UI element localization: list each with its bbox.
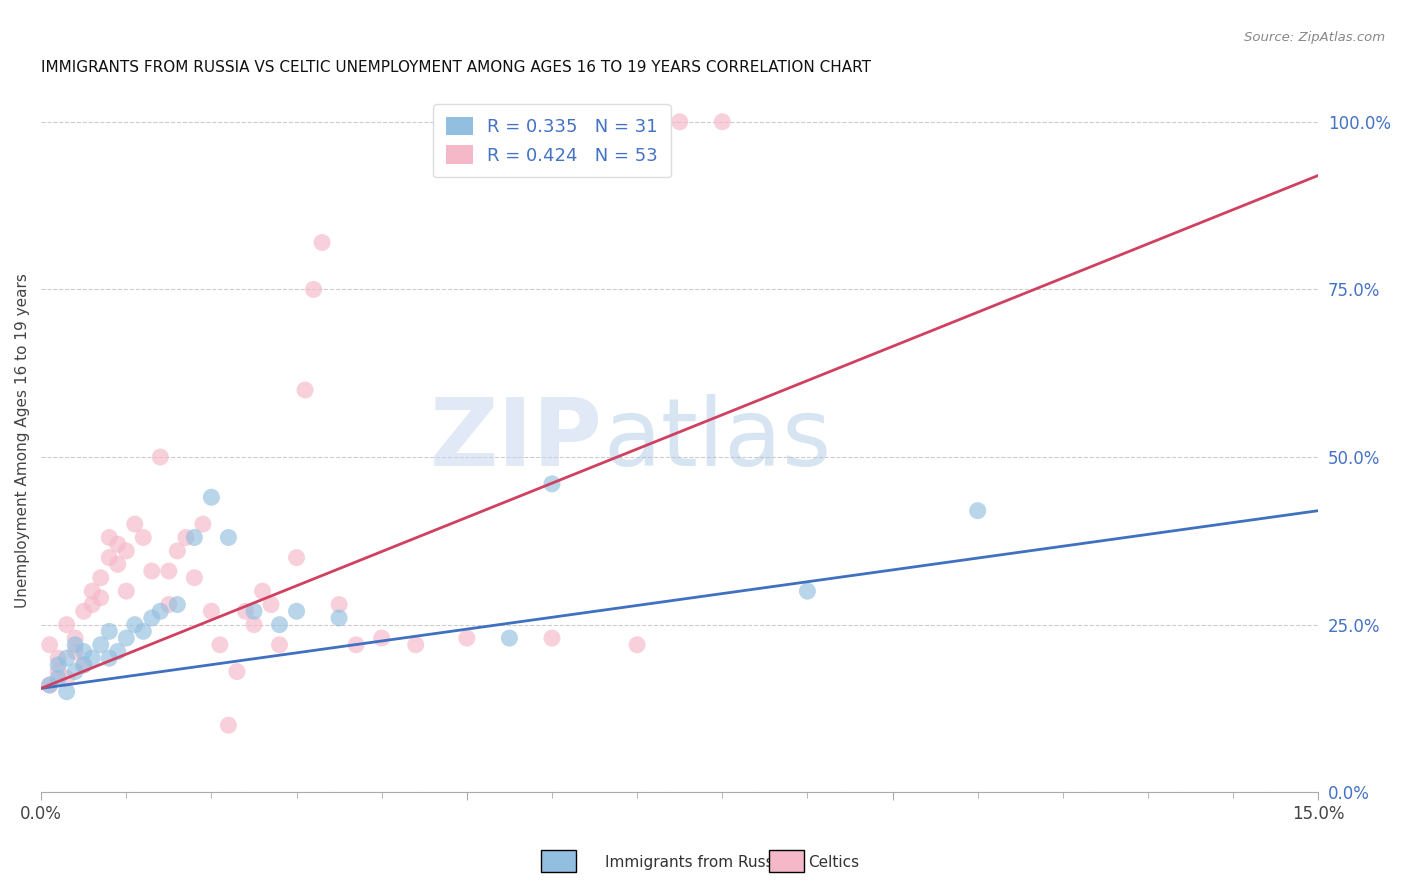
Point bbox=[311, 235, 333, 250]
Point bbox=[55, 617, 77, 632]
Point bbox=[344, 638, 367, 652]
Point bbox=[498, 631, 520, 645]
Point bbox=[149, 450, 172, 464]
Point bbox=[98, 624, 121, 639]
Point bbox=[217, 531, 239, 545]
Point bbox=[73, 644, 96, 658]
Point bbox=[370, 631, 392, 645]
Point bbox=[208, 638, 231, 652]
Point bbox=[269, 617, 291, 632]
Point bbox=[46, 657, 69, 672]
Point bbox=[132, 531, 155, 545]
Text: Immigrants from Russia: Immigrants from Russia bbox=[605, 855, 787, 870]
Point bbox=[149, 604, 172, 618]
Point bbox=[124, 617, 146, 632]
Point bbox=[405, 638, 427, 652]
Point bbox=[252, 584, 274, 599]
Text: ZIP: ZIP bbox=[430, 394, 603, 486]
Point bbox=[115, 544, 138, 558]
Point bbox=[98, 651, 121, 665]
Point bbox=[668, 115, 690, 129]
Point bbox=[174, 531, 197, 545]
Point bbox=[124, 517, 146, 532]
Point bbox=[38, 678, 60, 692]
Text: Source: ZipAtlas.com: Source: ZipAtlas.com bbox=[1244, 31, 1385, 45]
Point bbox=[711, 115, 734, 129]
Legend: R = 0.335   N = 31, R = 0.424   N = 53: R = 0.335 N = 31, R = 0.424 N = 53 bbox=[433, 104, 671, 178]
Point bbox=[226, 665, 249, 679]
Text: Celtics: Celtics bbox=[808, 855, 859, 870]
Point bbox=[46, 671, 69, 685]
Point bbox=[328, 598, 350, 612]
Point bbox=[191, 517, 214, 532]
Point bbox=[166, 598, 188, 612]
Point bbox=[55, 671, 77, 685]
Point bbox=[796, 584, 818, 599]
Point bbox=[90, 591, 112, 605]
Point bbox=[541, 476, 564, 491]
Point bbox=[269, 638, 291, 652]
Point bbox=[115, 631, 138, 645]
Point bbox=[38, 638, 60, 652]
Point bbox=[107, 644, 129, 658]
Point bbox=[302, 282, 325, 296]
Point bbox=[90, 638, 112, 652]
Point bbox=[260, 598, 283, 612]
Point bbox=[294, 383, 316, 397]
Point bbox=[63, 638, 86, 652]
Point bbox=[82, 598, 104, 612]
Point bbox=[541, 631, 564, 645]
Point bbox=[73, 657, 96, 672]
Point bbox=[63, 665, 86, 679]
Point bbox=[98, 531, 121, 545]
Point bbox=[285, 550, 308, 565]
Point bbox=[157, 564, 180, 578]
Point bbox=[73, 604, 96, 618]
Point bbox=[82, 584, 104, 599]
Point bbox=[166, 544, 188, 558]
Point bbox=[38, 678, 60, 692]
Point bbox=[183, 571, 205, 585]
Point bbox=[235, 604, 257, 618]
Point bbox=[46, 651, 69, 665]
Point bbox=[328, 611, 350, 625]
Point bbox=[141, 564, 163, 578]
Point bbox=[200, 604, 222, 618]
Point bbox=[966, 504, 988, 518]
Point bbox=[98, 550, 121, 565]
Point bbox=[217, 718, 239, 732]
Text: IMMIGRANTS FROM RUSSIA VS CELTIC UNEMPLOYMENT AMONG AGES 16 TO 19 YEARS CORRELAT: IMMIGRANTS FROM RUSSIA VS CELTIC UNEMPLO… bbox=[41, 60, 872, 75]
Point bbox=[456, 631, 478, 645]
Text: atlas: atlas bbox=[603, 394, 831, 486]
Point bbox=[107, 558, 129, 572]
Point bbox=[141, 611, 163, 625]
Point bbox=[73, 657, 96, 672]
Point bbox=[107, 537, 129, 551]
Point bbox=[46, 665, 69, 679]
Point bbox=[63, 631, 86, 645]
Point bbox=[115, 584, 138, 599]
Point bbox=[243, 604, 266, 618]
Point bbox=[55, 651, 77, 665]
Point bbox=[132, 624, 155, 639]
Point bbox=[183, 531, 205, 545]
Point bbox=[90, 571, 112, 585]
Point bbox=[285, 604, 308, 618]
Point bbox=[243, 617, 266, 632]
Point bbox=[82, 651, 104, 665]
Point bbox=[626, 638, 648, 652]
Point bbox=[200, 490, 222, 504]
Point bbox=[157, 598, 180, 612]
Point bbox=[55, 684, 77, 698]
Y-axis label: Unemployment Among Ages 16 to 19 years: Unemployment Among Ages 16 to 19 years bbox=[15, 273, 30, 607]
Point bbox=[63, 644, 86, 658]
